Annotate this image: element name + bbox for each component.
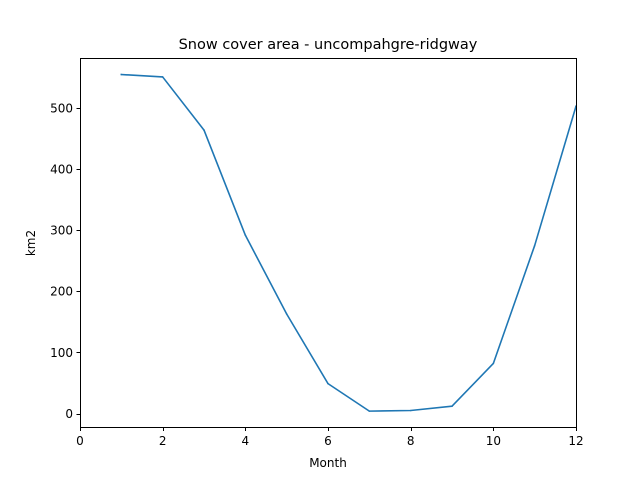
data-point	[492, 362, 495, 365]
chart-title: Snow cover area - uncompahgre-ridgway	[179, 37, 478, 53]
data-point	[203, 129, 205, 131]
x-tick-label: 12	[568, 434, 583, 448]
x-tick-label: 4	[242, 434, 250, 448]
data-point	[120, 73, 123, 76]
data-point	[368, 410, 371, 412]
data-point	[285, 313, 288, 315]
x-tick-label: 2	[159, 434, 167, 448]
x-tick-label: 6	[324, 434, 332, 448]
y-tick-label: 200	[50, 285, 73, 299]
data-point	[244, 234, 247, 236]
y-tick-label: 400	[50, 162, 73, 176]
y-tick-label: 500	[50, 101, 73, 115]
y-axis-label: km2	[24, 230, 38, 256]
plot-frame	[80, 58, 577, 428]
x-tick-label: 10	[486, 434, 501, 448]
y-tick-label: 100	[50, 346, 73, 360]
data-point	[409, 409, 412, 412]
x-tick-label: 8	[407, 434, 415, 448]
x-tick-label: 0	[76, 434, 84, 448]
data-point	[161, 76, 164, 78]
series-layer	[120, 73, 577, 412]
plot-area	[80, 58, 577, 428]
data-point	[451, 405, 453, 408]
y-tick-label: 300	[50, 224, 73, 238]
series-line	[120, 73, 577, 412]
x-axis-label: Month	[309, 456, 347, 470]
data-point	[327, 382, 329, 385]
data-point	[533, 244, 536, 247]
y-axis: 0 100 200 300 400 500	[50, 101, 81, 421]
y-tick-label: 0	[65, 407, 73, 421]
x-axis: 0 2 4 6 8 10 12	[76, 427, 584, 448]
